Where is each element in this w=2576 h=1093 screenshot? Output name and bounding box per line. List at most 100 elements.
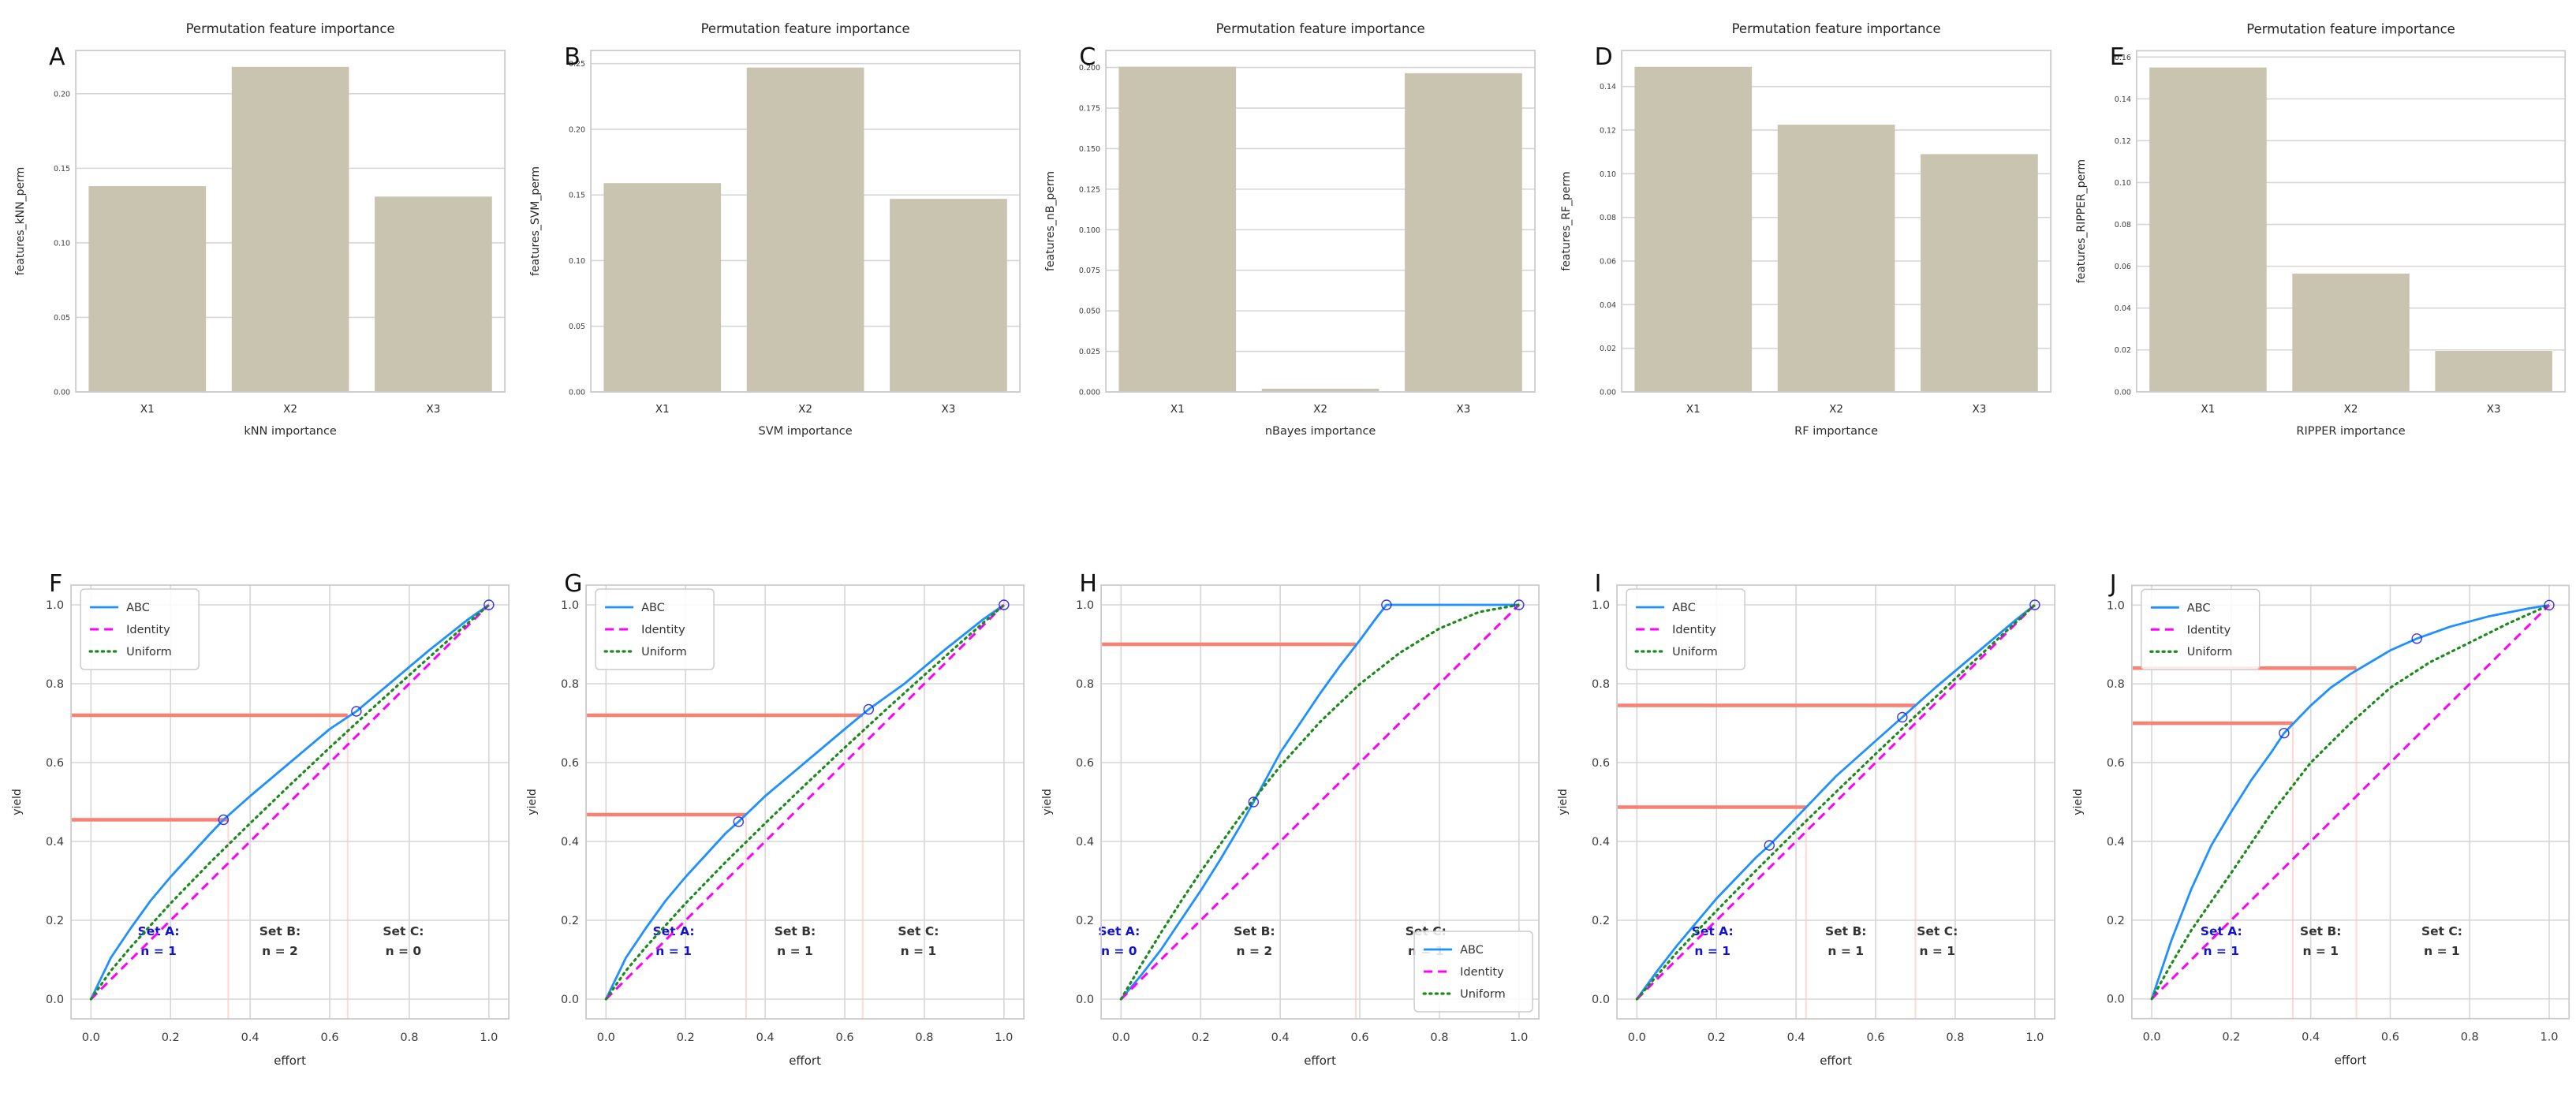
y-axis-label: yield xyxy=(11,789,24,815)
y-tick-label: 0.0 xyxy=(46,994,64,1006)
y-tick-label: 0.06 xyxy=(2115,263,2131,271)
x-tick-label: 0.4 xyxy=(756,1031,775,1044)
line-chart-ripper-yield: 0.0 0.2 0.4 0.6 0.8 1.0 0.0 0.2 0.4 0.6 0.8 1.0 Set … xyxy=(2072,584,2570,1068)
x-tick-label: 0.0 xyxy=(1627,1031,1645,1044)
y-tick-label: 0.6 xyxy=(2107,757,2125,770)
x-axis-label: effort xyxy=(274,1054,306,1068)
panel-f: F 0.0 0.2 0.4 0.6 0.8 1.0 0.0 0.2 0.4 0.6 0.8 1.0 Se… xyxy=(0,552,515,1093)
data-point-marker xyxy=(1249,796,1260,808)
y-tick-label: 0.20 xyxy=(569,125,585,134)
panel-letter-j: J xyxy=(2109,570,2117,598)
legend-label: Identity xyxy=(1460,966,1504,979)
bar-chart-svm: Permutation feature importance 0.00 0.05 0.… xyxy=(529,21,1021,438)
y-tick-label: 0.0 xyxy=(1592,994,1610,1006)
set-annotation: n = 2 xyxy=(1237,944,1273,958)
series-identity xyxy=(90,603,490,1001)
bar-x1 xyxy=(2149,67,2267,392)
legend-label: Uniform xyxy=(2187,646,2233,658)
x-tick-label: 1.0 xyxy=(1510,1031,1529,1044)
x-tick-label: 0.8 xyxy=(1431,1031,1449,1044)
y-axis-label: features_kNN_perm xyxy=(14,167,27,276)
y-axis-label: features_RF_perm xyxy=(1560,171,1573,270)
x-category-label: X3 xyxy=(942,403,956,416)
set-annotation: Set C: xyxy=(383,924,424,938)
y-tick-label: 0.12 xyxy=(1600,126,1616,135)
series-abc xyxy=(2150,603,2550,1000)
bar-chart-ripper: Permutation feature importance 0.00 0.02 0.… xyxy=(2075,21,2566,438)
x-axis-label: effort xyxy=(789,1054,821,1068)
axes-frame xyxy=(70,584,510,1020)
y-tick-label: 0.15 xyxy=(54,165,70,173)
x-tick-label: 0.4 xyxy=(241,1031,259,1044)
y-tick-label: 0.14 xyxy=(1600,83,1616,91)
y-tick-label: 0.25 xyxy=(569,60,585,69)
y-tick-label: 0.8 xyxy=(1592,678,1610,691)
chart-title: Permutation feature importance xyxy=(1216,21,1425,36)
panel-d: D Permutation feature importance 0.00 0.02… xyxy=(1546,0,2061,552)
y-tick-label: 0.00 xyxy=(569,389,585,397)
chart-title: Permutation feature importance xyxy=(186,21,395,36)
x-tick-label: 0.2 xyxy=(162,1031,180,1044)
y-tick-label: 0.00 xyxy=(1600,389,1616,397)
legend-label: ABC xyxy=(1672,602,1696,614)
set-annotation: n = 0 xyxy=(1101,944,1137,958)
line-chart-knn-yield: 0.0 0.2 0.4 0.6 0.8 1.0 0.0 0.2 0.4 0.6 0.8 1.0 Set … xyxy=(11,584,510,1068)
data-point-marker xyxy=(2411,633,2422,644)
y-tick-label: 0.08 xyxy=(2115,221,2131,229)
series-uniform xyxy=(89,603,491,1001)
panel-letter-i: I xyxy=(1594,570,1602,598)
legend-label: Identity xyxy=(641,624,685,636)
y-tick-label: 0.100 xyxy=(1079,226,1100,235)
legend-box xyxy=(2140,588,2261,670)
y-tick-label: 0.04 xyxy=(2115,304,2131,313)
set-annotation: n = 0 xyxy=(386,944,422,958)
panel-letter-b: B xyxy=(564,43,581,71)
y-tick-label: 0.175 xyxy=(1079,105,1100,114)
x-tick-label: 0.8 xyxy=(2461,1031,2479,1044)
set-annotation: n = 1 xyxy=(1827,944,1864,958)
x-tick-label: 0.6 xyxy=(836,1031,854,1044)
y-axis-label: yield xyxy=(2072,789,2085,815)
set-annotation: Set B: xyxy=(1234,924,1275,938)
panel-letter-g: G xyxy=(564,570,583,598)
x-tick-label: 1.0 xyxy=(480,1031,498,1044)
panel-letter-c: C xyxy=(1079,43,1096,71)
legend-label: Identity xyxy=(2187,624,2231,636)
y-tick-label: 0.4 xyxy=(2107,836,2125,849)
y-tick-label: 0.4 xyxy=(1076,836,1094,849)
chart-title: Permutation feature importance xyxy=(2246,21,2455,36)
y-tick-label: 0.150 xyxy=(1079,145,1100,154)
y-tick-label: 0.10 xyxy=(569,257,585,266)
series-identity xyxy=(605,603,1006,1001)
y-tick-label: 0.4 xyxy=(1592,836,1610,849)
panel-letter-h: H xyxy=(1079,570,1097,598)
x-axis-label: effort xyxy=(2334,1054,2366,1068)
x-tick-label: 0.2 xyxy=(2222,1031,2240,1044)
legend-label: Uniform xyxy=(1672,646,1718,658)
panel-letter-e: E xyxy=(2109,43,2125,71)
x-tick-label: 0.2 xyxy=(1707,1031,1725,1044)
panel-j: J 0.0 0.2 0.4 0.6 0.8 1.0 0.0 0.2 0.4 0.6 0.8 1.0 Se… xyxy=(2061,552,2576,1093)
x-category-label: X1 xyxy=(1686,403,1700,416)
chart-title: Permutation feature importance xyxy=(1731,21,1940,36)
y-tick-label: 0.0 xyxy=(561,994,579,1006)
panel-c: C Permutation feature importance 0.000 0.0… xyxy=(1030,0,1545,552)
y-tick-label: 0.125 xyxy=(1079,185,1100,194)
axes-frame xyxy=(75,50,506,393)
y-tick-label: 0.04 xyxy=(1600,301,1616,310)
y-tick-label: 1.0 xyxy=(561,599,579,612)
x-tick-label: 0.6 xyxy=(2381,1031,2399,1044)
series-uniform xyxy=(2150,603,2551,1001)
bar-x3 xyxy=(1920,154,2038,392)
y-tick-label: 0.20 xyxy=(54,90,70,99)
y-tick-label: 0.8 xyxy=(2107,678,2125,691)
data-point-marker xyxy=(733,816,745,827)
x-category-label: X1 xyxy=(1170,403,1185,416)
y-tick-label: 0.12 xyxy=(2115,137,2131,146)
y-tick-label: 0.6 xyxy=(46,757,64,770)
data-point-marker xyxy=(2279,727,2290,739)
y-tick-label: 1.0 xyxy=(46,599,64,612)
series-identity xyxy=(2150,604,2550,1000)
y-tick-label: 0.02 xyxy=(2115,346,2131,355)
y-tick-label: 0.14 xyxy=(2115,95,2131,104)
